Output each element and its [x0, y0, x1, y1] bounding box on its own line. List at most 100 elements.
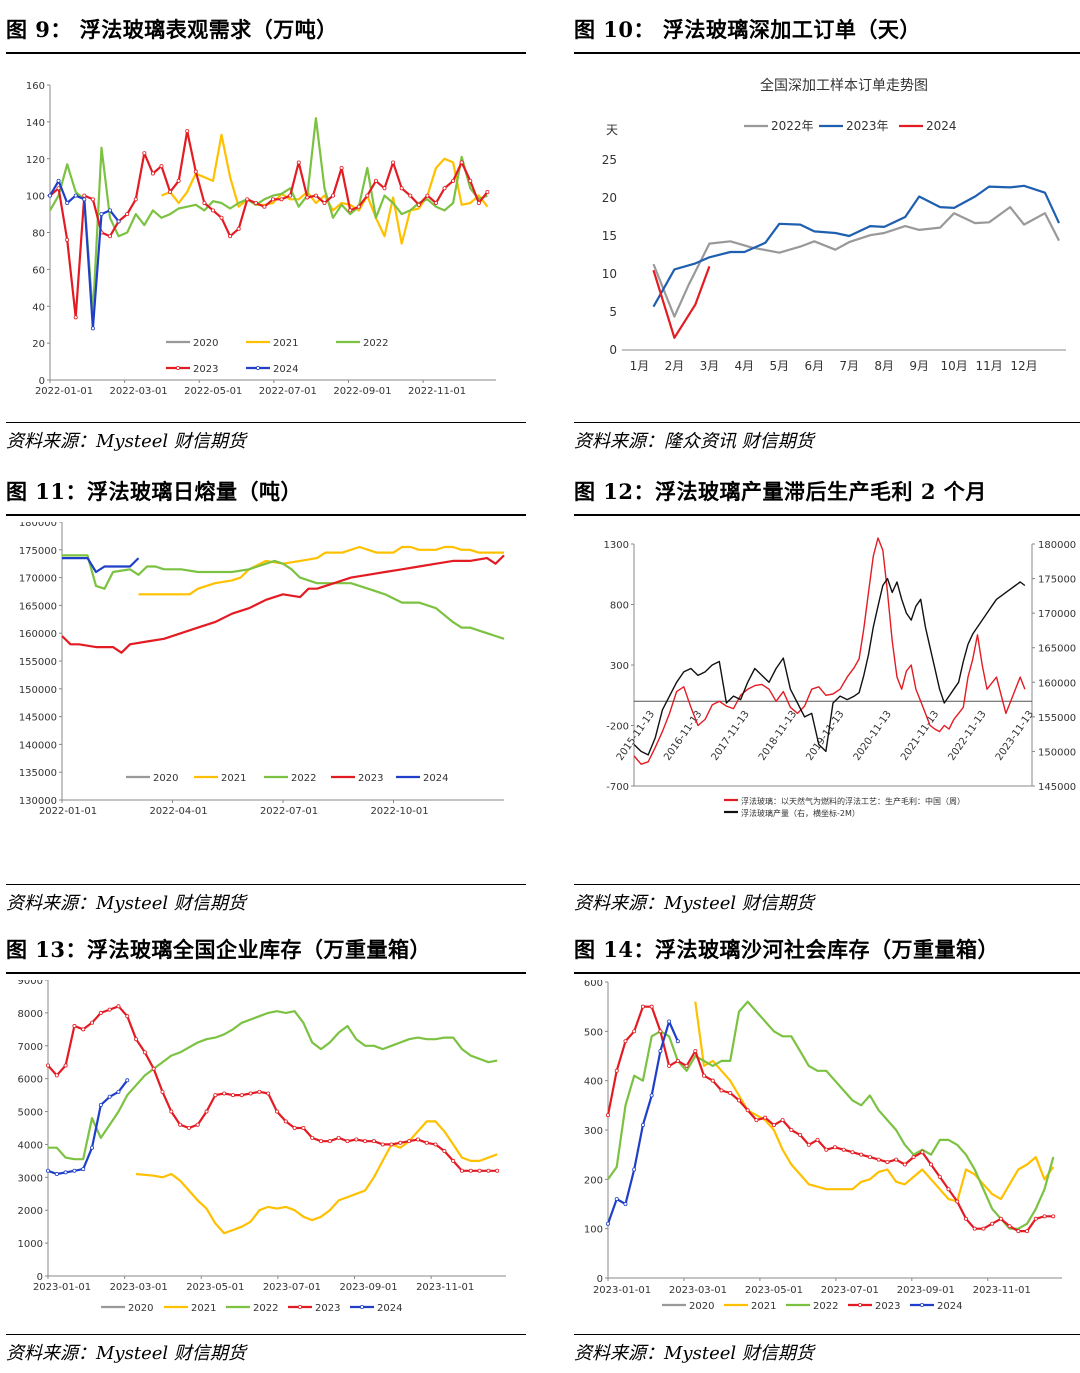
- x-tick-label: 2023-11-01: [416, 1282, 474, 1293]
- y-tick-label: 135000: [19, 768, 57, 779]
- y-tick-label: 15: [602, 229, 617, 243]
- data-point-2023: [274, 1109, 279, 1114]
- y-tick-label: 155000: [19, 657, 57, 668]
- data-point-2023: [1033, 1216, 1038, 1221]
- figure-11-source: 资料来源：Mysteel 财信期货: [6, 884, 526, 914]
- data-point-2023: [477, 1168, 482, 1173]
- series-line-2021: [694, 1001, 1055, 1203]
- data-point-2023: [684, 1063, 689, 1068]
- y2-tick-label: 170000: [1038, 609, 1076, 620]
- data-point-2024: [675, 1039, 680, 1044]
- figure-11-title: 图 11：浮法玻璃日熔量（吨）: [6, 472, 526, 516]
- y-tick-label: 1300: [604, 540, 629, 551]
- figure-9-chart: 0 20 40 60 80 100 120 140 160 2022-01-01 2022-03-0…: [26, 81, 496, 397]
- data-point-2023: [176, 178, 181, 183]
- y-tick-label: 150000: [19, 685, 57, 696]
- data-point-2024: [54, 1172, 59, 1177]
- data-point-2023: [63, 1063, 68, 1068]
- data-point-2023: [239, 1093, 244, 1098]
- data-point-2023: [371, 1139, 376, 1144]
- data-point-2023: [262, 204, 267, 209]
- y-tick-label: 130000: [19, 796, 57, 807]
- data-point-2023: [339, 165, 344, 170]
- data-point-2024: [90, 326, 95, 331]
- data-point-2023: [365, 193, 370, 198]
- data-point-2023: [159, 164, 164, 169]
- data-point-2023: [798, 1132, 803, 1137]
- data-point-2023: [195, 1122, 200, 1127]
- x-tick-label: 6月: [804, 359, 824, 373]
- data-point-2023: [228, 234, 233, 239]
- x-tick-label: 2022-01-01: [35, 386, 93, 397]
- y-tick-label: -700: [606, 782, 629, 793]
- data-point-2023: [459, 160, 464, 165]
- data-point-2023: [806, 1142, 811, 1147]
- data-point-2023: [902, 1162, 907, 1167]
- y-tick-label: 9000: [18, 980, 43, 987]
- y-tick-label: 140000: [19, 740, 57, 751]
- y-tick-label: 300: [610, 661, 629, 672]
- y-tick-label: 20: [602, 191, 617, 205]
- legend-label-2021: 2021: [273, 338, 298, 349]
- data-point-2023: [476, 200, 481, 205]
- x-tick-label: 2023-07-01: [821, 1285, 879, 1296]
- x-tick-label: 8月: [874, 359, 894, 373]
- y-tick-label: 800: [610, 601, 629, 612]
- series-line-2024: [652, 266, 711, 339]
- data-point-2023: [963, 1216, 968, 1221]
- data-point-2023: [710, 1078, 715, 1083]
- data-point-2023: [416, 202, 421, 207]
- data-point-2023: [279, 197, 284, 202]
- figure-9-title: 图 9： 浮法玻璃表观需求（万吨）: [6, 10, 526, 54]
- data-point-2023: [169, 1109, 174, 1114]
- data-point-2023: [301, 1125, 306, 1130]
- x-tick-label: 2022-10-01: [370, 806, 428, 817]
- x-tick-label: 10月: [940, 359, 967, 373]
- y-tick-label: 1000: [18, 1239, 43, 1250]
- x-tick-label: 2023-05-01: [186, 1282, 244, 1293]
- y-tick-label: 6000: [18, 1075, 43, 1086]
- legend-label-浮法玻璃产量（右，横坐标-2M）: 浮法玻璃产量（右，横坐标-2M）: [741, 808, 860, 818]
- data-point-2024: [63, 1170, 68, 1175]
- data-point-2023: [728, 1091, 733, 1096]
- series-line-2023: [61, 554, 505, 654]
- data-point-2023: [168, 189, 173, 194]
- x-tick-label: 2022-07-01: [259, 386, 317, 397]
- y-tick-label: 100: [26, 192, 45, 203]
- x-tick-label: 5月: [770, 359, 790, 373]
- data-point-2024: [649, 1093, 654, 1098]
- data-point-2023: [222, 1091, 227, 1096]
- data-point-2023: [107, 1007, 112, 1012]
- legend-label-2020: 2020: [153, 773, 178, 784]
- y-tick-label: 145000: [19, 713, 57, 724]
- x-tick-label: 2023-01-01: [593, 1285, 651, 1296]
- data-point-2024: [99, 212, 104, 217]
- data-point-2023: [675, 1058, 680, 1063]
- data-point-2023: [178, 1122, 183, 1127]
- x-tick-label: 3月: [700, 359, 720, 373]
- x-tick-label: 11月: [975, 359, 1002, 373]
- x-tick-label: 2022-09-01: [333, 386, 391, 397]
- x-tick-label: 2018-11-13: [757, 709, 799, 763]
- data-point-2023: [736, 1098, 741, 1103]
- x-tick-label: 2022-11-01: [408, 386, 466, 397]
- data-point-2023: [134, 1037, 139, 1042]
- y-tick-label: 60: [32, 265, 45, 276]
- figure-13-title: 图 13：浮法玻璃全国企业库存（万重量箱）: [6, 930, 526, 974]
- data-point-2023: [82, 193, 87, 198]
- figure-9-source: 资料来源：Mysteel 财信期货: [6, 422, 526, 452]
- legend-label-2024: 2024: [937, 1301, 962, 1312]
- y-tick-label: 4000: [18, 1140, 43, 1151]
- data-point-2023: [1025, 1229, 1030, 1234]
- data-point-2023: [219, 215, 224, 220]
- legend-label-2023: 2023: [315, 1303, 340, 1314]
- legend-marker: [857, 1302, 862, 1307]
- data-point-2023: [90, 197, 95, 202]
- series-line-浮法玻璃：以天然气为燃料的浮法工艺：生产毛利：中国（周）: [633, 537, 1026, 765]
- series-line-2024: [62, 557, 140, 574]
- data-point-2024: [72, 1168, 77, 1173]
- series-line-2023年: [652, 184, 1060, 308]
- series-line-2021: [135, 1120, 498, 1235]
- x-tick-label: 2022-01-01: [39, 806, 97, 817]
